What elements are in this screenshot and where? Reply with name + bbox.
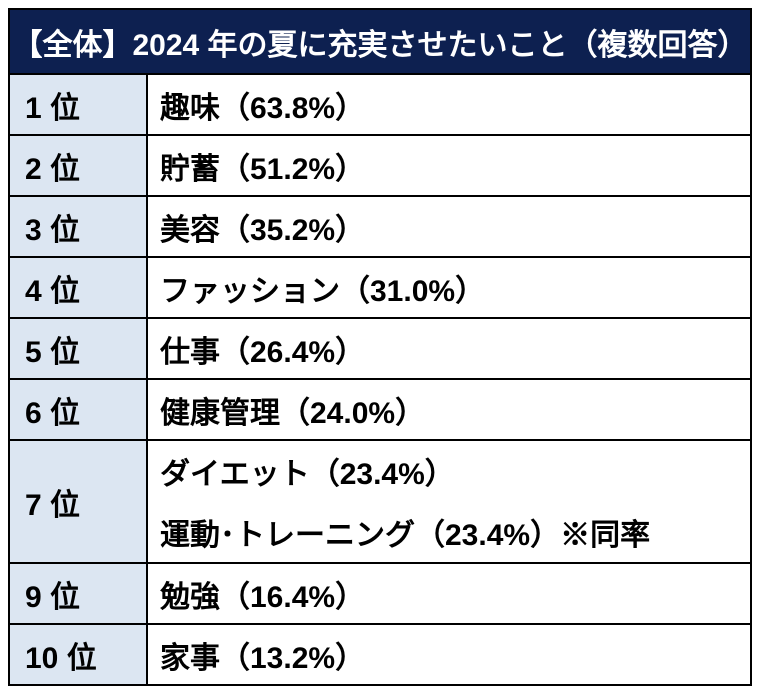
- rank-cell: 6 位: [10, 380, 148, 439]
- rank-cell: 5 位: [10, 319, 148, 378]
- item-label: 仕事（26.4%）: [160, 335, 366, 369]
- ranking-table: 【全体】2024 年の夏に充実させたいこと（複数回答） 1 位趣味（63.8%）…: [8, 8, 752, 686]
- rank-cell: 10 位: [10, 625, 148, 684]
- item-label: 趣味（63.8%）: [160, 91, 366, 125]
- rank-cell: 7 位: [10, 441, 148, 562]
- table-row: 2 位貯蓄（51.2%）: [10, 134, 750, 195]
- item-label: 美容（35.2%）: [160, 213, 366, 247]
- table-row: 6 位健康管理（24.0%）: [10, 378, 750, 439]
- item-label: 貯蓄（51.2%）: [160, 152, 366, 186]
- item-cell: 美容（35.2%）: [148, 197, 750, 256]
- item-cell: ダイエット（23.4%） 運動･トレーニング（23.4%）※同率: [148, 441, 750, 562]
- item-label: 運動･トレーニング（23.4%）※同率: [160, 518, 651, 552]
- item-cell: 勉強（16.4%）: [148, 564, 750, 623]
- table-row: 7 位ダイエット（23.4%） 運動･トレーニング（23.4%）※同率: [10, 439, 750, 562]
- item-label: 健康管理（24.0%）: [160, 396, 426, 430]
- rank-cell: 9 位: [10, 564, 148, 623]
- rank-cell: 2 位: [10, 136, 148, 195]
- rank-cell: 1 位: [10, 75, 148, 134]
- table-row: 4 位ファッション（31.0%）: [10, 256, 750, 317]
- table-row: 5 位仕事（26.4%）: [10, 317, 750, 378]
- table-title: 【全体】2024 年の夏に充実させたいこと（複数回答）: [10, 10, 750, 73]
- item-cell: 仕事（26.4%）: [148, 319, 750, 378]
- item-label: ファッション（31.0%）: [160, 274, 486, 308]
- item-label: ダイエット（23.4%）: [160, 458, 455, 492]
- table-row: 9 位勉強（16.4%）: [10, 562, 750, 623]
- table-row: 1 位趣味（63.8%）: [10, 73, 750, 134]
- item-cell: 家事（13.2%）: [148, 625, 750, 684]
- item-label: 勉強（16.4%）: [160, 580, 366, 614]
- table-row: 3 位美容（35.2%）: [10, 195, 750, 256]
- table-body: 1 位趣味（63.8%） 2 位貯蓄（51.2%） 3 位美容（35.2%） 4 位フ…: [10, 73, 750, 684]
- item-cell: 趣味（63.8%）: [148, 75, 750, 134]
- item-cell: 健康管理（24.0%）: [148, 380, 750, 439]
- rank-cell: 4 位: [10, 258, 148, 317]
- item-cell: 貯蓄（51.2%）: [148, 136, 750, 195]
- item-cell: ファッション（31.0%）: [148, 258, 750, 317]
- item-label: 家事（13.2%）: [160, 641, 366, 675]
- table-row: 10 位家事（13.2%）: [10, 623, 750, 684]
- rank-cell: 3 位: [10, 197, 148, 256]
